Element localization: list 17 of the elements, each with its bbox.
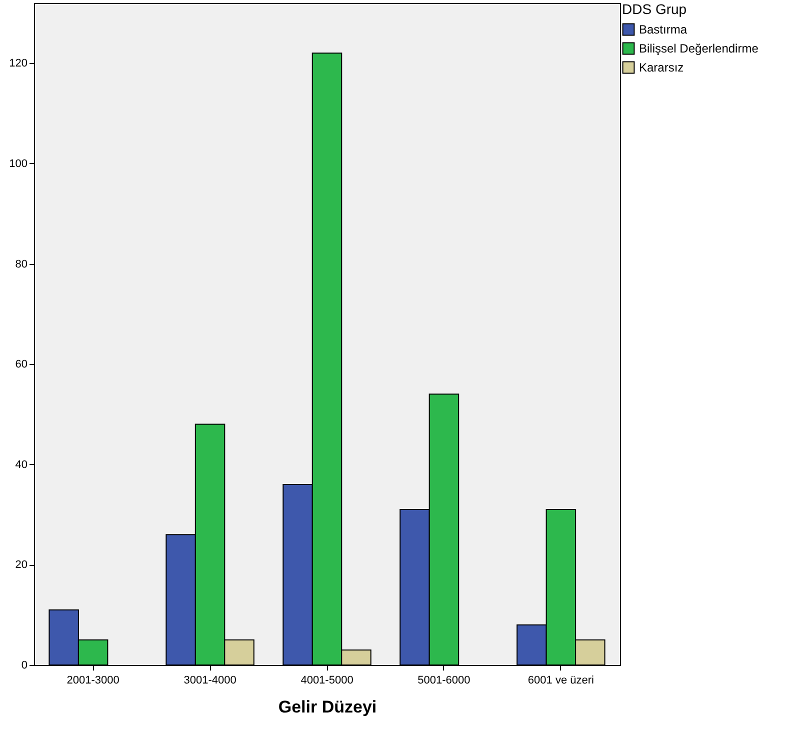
legend-title: DDS Grup	[622, 1, 687, 17]
x-tick-label: 6001 ve üzeri	[528, 674, 594, 686]
legend-label: Bilişsel Değerlendirme	[639, 42, 759, 56]
y-tick-label: 40	[15, 458, 28, 471]
x-tick-label: 2001-3000	[66, 674, 120, 686]
x-axis-title: Gelir Düzeyi	[278, 698, 377, 716]
legend-label: Kararsız	[639, 60, 684, 74]
x-tick-label: 5001-6000	[418, 674, 470, 686]
y-tick-label: 60	[15, 358, 28, 371]
y-tick-label: 80	[15, 258, 28, 270]
y-tick-label: 0	[21, 660, 28, 672]
y-tick-label: 20	[15, 559, 28, 572]
y-tick-label: 100	[9, 158, 28, 170]
x-tick-label: 3001-4000	[184, 674, 236, 686]
x-tick-label: 4001-5000	[300, 674, 354, 686]
y-tick-label: 120	[9, 58, 28, 70]
legend-label: Bastırma	[639, 22, 688, 36]
